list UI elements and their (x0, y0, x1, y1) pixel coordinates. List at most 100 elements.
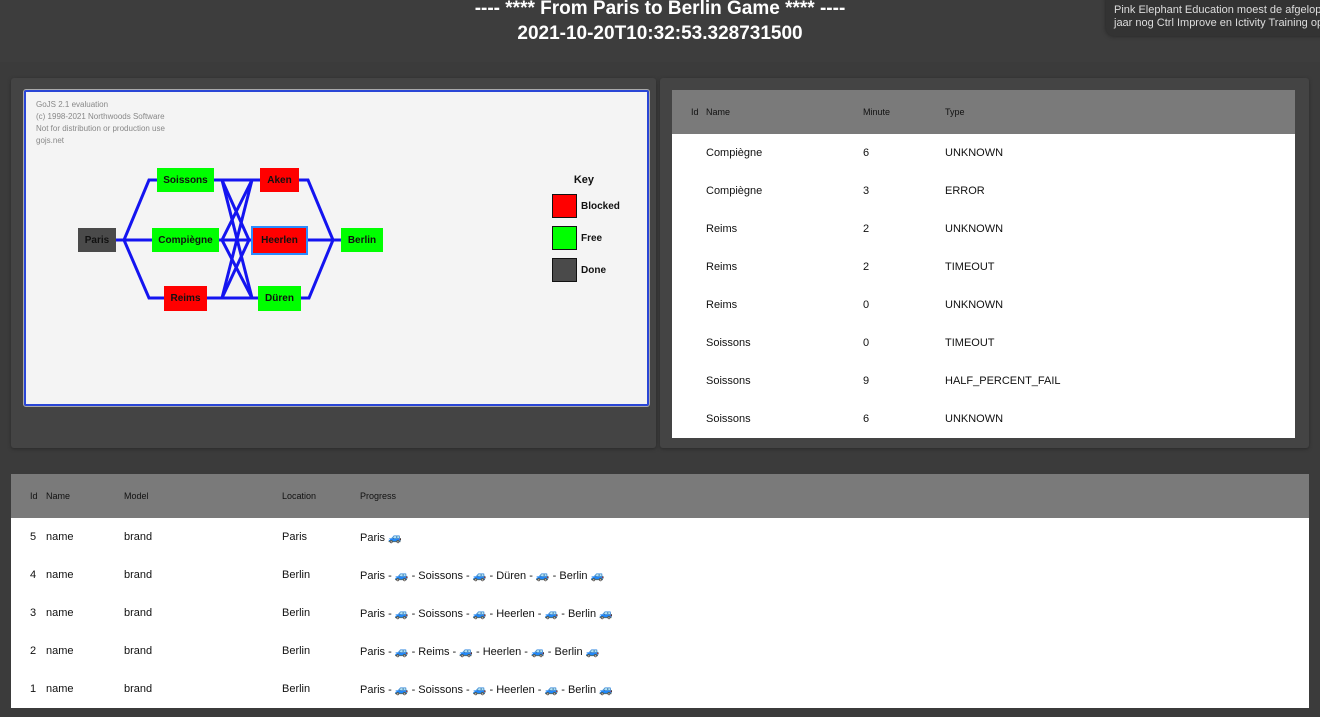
table-row[interactable]: Reims 0 UNKNOWN (672, 286, 1295, 324)
link-paris-soissons (116, 178, 157, 242)
table-cell: brand (124, 556, 282, 594)
watermark-line: (c) 1998-2021 Northwoods Software (36, 112, 165, 121)
table-row[interactable]: Soissons 6 UNKNOWN (672, 400, 1295, 438)
notification[interactable]: Pink Elephant Education moest de afgelop… (1106, 0, 1320, 36)
node-duren[interactable]: Düren (258, 286, 301, 311)
column-header-location[interactable]: Location (282, 474, 360, 518)
key-item-done: Done (552, 254, 620, 286)
timestamp: 2021-10-20T10:32:53.328731500 (517, 23, 803, 44)
table-cell: Berlin (282, 632, 360, 670)
table-cell (672, 172, 706, 210)
table-row[interactable]: 1 name brand Berlin Paris - 🚙 - Soissons - 🚙… (11, 670, 1309, 708)
key-label: Blocked (581, 200, 620, 212)
route-diagram[interactable]: GoJS 2.1 evaluation (c) 1998-2021 Northw… (23, 89, 650, 407)
notification-line: Pink Elephant Education moest de afgelop… (1114, 4, 1320, 16)
table-cell: Paris - 🚙 - Soissons - 🚙 - Heerlen - 🚙 -… (360, 594, 1309, 632)
table-cell: Reims (706, 210, 863, 248)
column-header-minute[interactable]: Minute (863, 90, 945, 134)
table-row[interactable]: 3 name brand Berlin Paris - 🚙 - Soissons - 🚙… (11, 594, 1309, 632)
page-header: ---- **** From Paris to Berlin Game ****… (0, 0, 1320, 62)
table-cell: UNKNOWN (945, 134, 1295, 172)
table-cell: UNKNOWN (945, 210, 1295, 248)
table-cell: 4 (11, 556, 46, 594)
table-cell (672, 134, 706, 172)
column-header-progress[interactable]: Progress (360, 474, 1309, 518)
table-cell: 5 (11, 518, 46, 556)
column-header-model[interactable]: Model (124, 474, 282, 518)
table-row[interactable]: 5 name brand Paris Paris 🚙 (11, 518, 1309, 556)
table-cell: 2 (863, 210, 945, 248)
table-row[interactable]: Reims 2 TIMEOUT (672, 248, 1295, 286)
table-row[interactable]: Compiègne 6 UNKNOWN (672, 134, 1295, 172)
table-cell (672, 210, 706, 248)
table-cell: Paris - 🚙 - Soissons - 🚙 - Heerlen - 🚙 -… (360, 670, 1309, 708)
table-cell (672, 324, 706, 362)
watermark-line: GoJS 2.1 evaluation (36, 100, 109, 109)
table-cell: Paris (282, 518, 360, 556)
table-cell: Paris - 🚙 - Soissons - 🚙 - Düren - 🚙 - B… (360, 556, 1309, 594)
table-cell: name (46, 518, 124, 556)
table-cell: Soissons (706, 362, 863, 400)
column-header-id[interactable]: Id (11, 474, 46, 518)
table-cell: brand (124, 670, 282, 708)
table-cell: 6 (863, 400, 945, 438)
node-heerlen[interactable]: Heerlen (251, 226, 308, 255)
table-cell: Reims (706, 286, 863, 324)
table-cell: 1 (11, 670, 46, 708)
table-row[interactable]: Soissons 0 TIMEOUT (672, 324, 1295, 362)
node-soissons[interactable]: Soissons (157, 168, 214, 192)
table-cell: 3 (11, 594, 46, 632)
table-cell: ERROR (945, 172, 1295, 210)
column-header-type[interactable]: Type (945, 90, 1295, 134)
key-label: Free (581, 232, 603, 244)
table-cell: 2 (11, 632, 46, 670)
table-cell: 0 (863, 286, 945, 324)
table-cell: Paris - 🚙 - Reims - 🚙 - Heerlen - 🚙 - Be… (360, 632, 1309, 670)
notification-line: jaar nog Ctrl Improve en Ictivity Traini… (1114, 17, 1320, 29)
table-cell: 6 (863, 134, 945, 172)
node-aken[interactable]: Aken (260, 168, 299, 192)
table-row[interactable]: Compiègne 3 ERROR (672, 172, 1295, 210)
table-cell: 0 (863, 324, 945, 362)
events-table: Id Name Minute Type Compiègne 6 UNKNOWN Com… (672, 90, 1295, 438)
table-cell: Compiègne (706, 172, 863, 210)
node-berlin[interactable]: Berlin (341, 228, 383, 252)
table-cell: name (46, 670, 124, 708)
node-reims[interactable]: Reims (164, 286, 207, 311)
key-item-blocked: Blocked (552, 190, 620, 222)
table-cell (672, 248, 706, 286)
table-row[interactable]: 4 name brand Berlin Paris - 🚙 - Soissons - 🚙… (11, 556, 1309, 594)
column-header-id[interactable]: Id (672, 90, 706, 134)
diagram-links (116, 178, 341, 300)
table-cell: Berlin (282, 594, 360, 632)
table-cell: TIMEOUT (945, 324, 1295, 362)
table-cell: 9 (863, 362, 945, 400)
node-compiegne[interactable]: Compiègne (152, 228, 219, 252)
table-row[interactable]: Reims 2 UNKNOWN (672, 210, 1295, 248)
table-cell: Soissons (706, 324, 863, 362)
column-header-name[interactable]: Name (706, 90, 863, 134)
table-cell: Reims (706, 248, 863, 286)
key-title: Key (573, 174, 595, 186)
table-cell: name (46, 632, 124, 670)
watermark-line: Not for distribution or production use (36, 124, 165, 133)
cars-table: Id Name Model Location Progress 5 name bra… (11, 474, 1309, 708)
table-cell (672, 400, 706, 438)
table-row[interactable]: Soissons 9 HALF_PERCENT_FAIL (672, 362, 1295, 400)
link-duren-berlin (301, 239, 335, 300)
link-paris-reims (122, 239, 164, 300)
table-cell: Paris 🚙 (360, 518, 1309, 556)
table-cell: UNKNOWN (945, 400, 1295, 438)
table-cell (672, 286, 706, 324)
column-header-name[interactable]: Name (46, 474, 124, 518)
table-cell: name (46, 594, 124, 632)
node-paris[interactable]: Paris (78, 228, 116, 252)
diagram-key: Key Blocked Free Done (552, 174, 620, 286)
table-cell: brand (124, 632, 282, 670)
table-cell: TIMEOUT (945, 248, 1295, 286)
table-cell: HALF_PERCENT_FAIL (945, 362, 1295, 400)
table-cell (672, 362, 706, 400)
table-cell: Berlin (282, 556, 360, 594)
table-cell: 3 (863, 172, 945, 210)
table-row[interactable]: 2 name brand Berlin Paris - 🚙 - Reims - 🚙 - … (11, 632, 1309, 670)
